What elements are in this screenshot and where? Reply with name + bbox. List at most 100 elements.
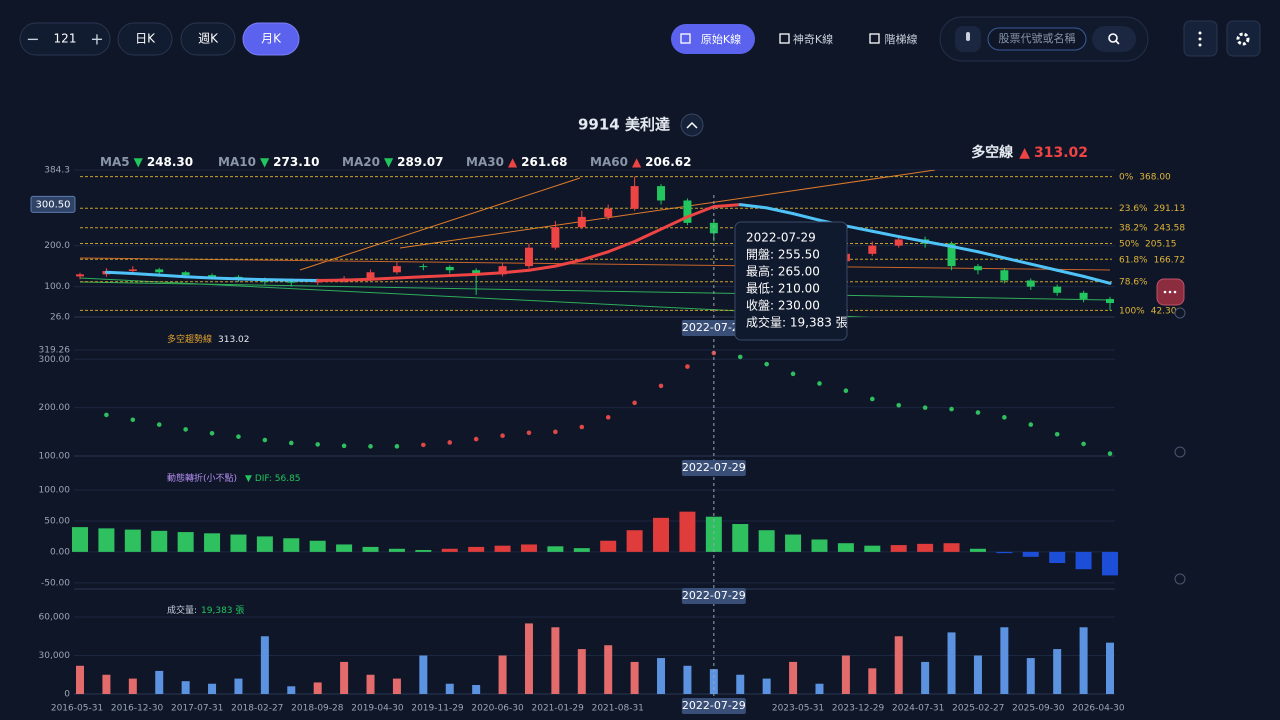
- ma-line: [950, 244, 980, 254]
- trend-summary: 多空線 ▲ 313.02: [971, 144, 1088, 161]
- search-button[interactable]: [1092, 26, 1136, 52]
- ma-line: [712, 203, 742, 209]
- trend-dot: [579, 424, 585, 430]
- dif-bar: [705, 516, 722, 552]
- candle-body: [868, 245, 877, 254]
- ma-line: [553, 258, 584, 268]
- volume-bar: [208, 683, 217, 694]
- trend-dot: [553, 429, 558, 435]
- ma-legend: MA5 ▼ 248.30: [100, 155, 193, 169]
- period-button[interactable]: [242, 22, 300, 56]
- volume-bar: [392, 678, 401, 694]
- volume-bar: [894, 636, 903, 694]
- volume-bar: [630, 661, 639, 694]
- dif-bar: [996, 551, 1013, 554]
- dif-bar: [1022, 551, 1039, 557]
- plus-button[interactable]: +: [90, 30, 103, 49]
- dif-bar: [758, 530, 775, 552]
- fib-label: 23.6% 291.13: [1119, 204, 1185, 214]
- x-tick-label: 2025-02-27: [952, 704, 1004, 714]
- candle-body: [947, 243, 956, 267]
- candle-body: [1106, 298, 1114, 304]
- fib-label: 78.6%: [1119, 277, 1148, 287]
- volume-bar: [815, 683, 824, 694]
- ma-line: [738, 203, 769, 210]
- dif-bar: [151, 530, 168, 552]
- candle-body: [683, 200, 692, 223]
- dif-bar: [283, 538, 300, 552]
- panel-toggle[interactable]: [1174, 446, 1186, 458]
- dif-bar: [309, 540, 326, 552]
- volume-bar: [789, 661, 798, 694]
- ma-legend: MA60 ▲ 206.62: [590, 155, 691, 169]
- crosshair-label: 2022-07-29: [682, 589, 746, 602]
- period-label: 日K: [135, 32, 156, 46]
- period-button[interactable]: [117, 22, 173, 56]
- trend-dot: [790, 371, 796, 377]
- collapse-button[interactable]: [680, 113, 704, 137]
- trend-dot: [764, 361, 769, 367]
- ma-line: [844, 224, 874, 233]
- y-tick-label: 100.00: [39, 486, 71, 496]
- search-input[interactable]: [987, 27, 1087, 51]
- ma-line: [1029, 262, 1059, 272]
- x-tick-label: 2025-09-30: [1012, 704, 1065, 714]
- crosshair-tag: [681, 460, 746, 476]
- collapse-icon: [686, 121, 698, 129]
- trend-dot: [605, 415, 611, 420]
- ma-line: [448, 272, 478, 278]
- minus-button[interactable]: −: [26, 30, 39, 49]
- fib-label: 38.2% 243.58: [1119, 223, 1185, 233]
- ma-line: [421, 274, 452, 279]
- dif-bar: [732, 524, 749, 552]
- ma-line: [369, 276, 399, 281]
- volume-bar: [947, 632, 956, 694]
- ma-line: [765, 206, 795, 216]
- volume-bar: [604, 645, 613, 694]
- dif-bar: [890, 545, 907, 552]
- volume-bar: [736, 674, 745, 694]
- mode-button[interactable]: [671, 24, 755, 54]
- ma-line: [184, 275, 214, 280]
- ma-line: [501, 268, 531, 275]
- candle-body: [76, 274, 84, 277]
- tooltip-row: 成交量: 19,383 張: [746, 315, 848, 330]
- trend-dot: [817, 381, 822, 386]
- dif-bar: [864, 545, 881, 552]
- candle-body: [1000, 270, 1009, 281]
- dif-bar: [653, 517, 670, 552]
- search-icon: [1115, 40, 1120, 45]
- y-tick-label: 60,000: [39, 613, 71, 623]
- x-tick-label: 2026-04-30: [1072, 704, 1125, 714]
- mode-icon: [869, 33, 880, 44]
- tooltip: [734, 221, 848, 341]
- trend-dot: [394, 444, 400, 449]
- candle-body: [366, 272, 375, 279]
- trend-dot: [1054, 431, 1060, 437]
- dif-bar: [124, 529, 141, 552]
- volume-bar: [921, 661, 930, 694]
- panel-toggle[interactable]: [1174, 307, 1186, 319]
- settings-button[interactable]: [1226, 20, 1261, 57]
- candle-body: [472, 270, 481, 275]
- x-tick-label: 2016-05-31: [51, 704, 103, 714]
- volume-bar: [524, 623, 533, 694]
- dif-bar: [969, 548, 986, 552]
- volume-bar: [657, 658, 666, 694]
- fib-label: 100% 42.30: [1119, 306, 1177, 316]
- volume-bar: [498, 655, 507, 694]
- trend-dot: [104, 412, 109, 418]
- ma-line: [633, 227, 663, 244]
- dif-bar: [468, 546, 485, 552]
- y-tick-label: 0: [64, 690, 70, 700]
- period-button[interactable]: [180, 22, 236, 56]
- y-tick-label: 100.0: [44, 282, 70, 292]
- ma-line: [976, 250, 1006, 260]
- candle-body: [445, 266, 454, 271]
- volume-bar: [973, 655, 982, 694]
- trend-line: [79, 257, 1111, 271]
- ma-line: [580, 250, 610, 262]
- panel-toggle[interactable]: [1174, 573, 1186, 585]
